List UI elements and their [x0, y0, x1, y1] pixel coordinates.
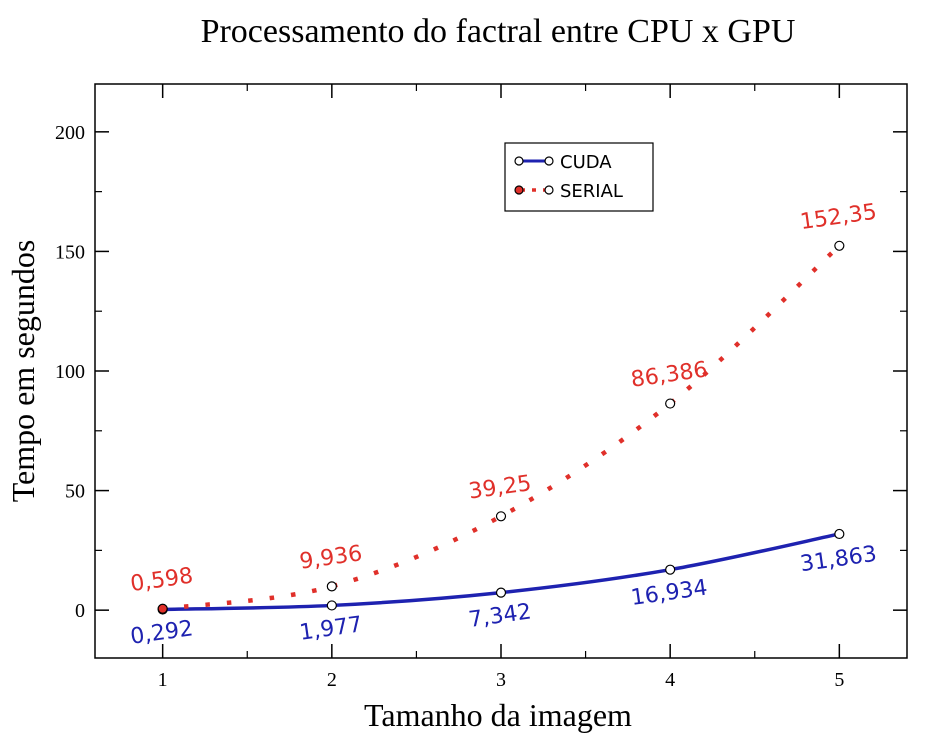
data-label-serial: 152,35 [799, 200, 879, 235]
legend-box [504, 142, 654, 212]
data-point-serial [326, 581, 337, 592]
data-point-cuda [326, 600, 337, 611]
data-label-cuda: 16,934 [629, 575, 709, 610]
series-line-serial [162, 244, 841, 611]
x-axis-label: Tamanho da imagem [364, 697, 632, 733]
x-axis-ticks: 1 2 3 4 5 [158, 84, 844, 691]
y-tick-label: 0 [75, 600, 85, 622]
data-point-serial [495, 511, 507, 522]
legend-label-serial: SERIAL [560, 181, 623, 202]
legend: CUDA SERIAL [504, 142, 654, 212]
data-label-serial: 9,936 [298, 541, 364, 575]
legend-marker-serial [514, 185, 524, 195]
data-point-cuda [834, 528, 845, 540]
y-tick-label: 100 [55, 361, 85, 383]
data-label-cuda: 7,342 [467, 599, 533, 633]
x-tick-label: 1 [158, 669, 168, 691]
data-label-serial: 86,386 [629, 357, 709, 392]
data-labels-layer: 0,292 1,977 7,342 16,934 31,863 0,598 9,936 39,… [129, 200, 878, 650]
y-tick-label: 150 [55, 241, 85, 263]
y-tick-label: 200 [55, 122, 85, 144]
data-label-cuda: 0,292 [129, 616, 195, 650]
x-tick-label: 3 [496, 669, 506, 691]
data-label-serial: 39,25 [467, 471, 533, 505]
chart-title: Processamento do factral entre CPU x GPU [201, 13, 796, 50]
y-tick-label: 50 [65, 481, 85, 503]
data-point-cuda [665, 564, 676, 575]
data-label-cuda: 31,863 [799, 542, 879, 577]
data-point-cuda [495, 587, 507, 598]
series-layer [157, 240, 845, 615]
data-label-serial: 0,598 [129, 564, 195, 598]
y-axis-ticks: 0 50 100 150 200 [55, 122, 907, 622]
x-tick-label: 5 [834, 669, 844, 691]
legend-marker-serial [544, 185, 554, 195]
legend-marker-cuda [544, 156, 554, 166]
legend-label-cuda: CUDA [560, 152, 612, 173]
plot-frame [94, 83, 908, 659]
data-point-serial [157, 603, 168, 614]
y-axis-label: Tempo em segundos [5, 240, 41, 503]
legend-marker-cuda [514, 156, 524, 166]
data-label-cuda: 1,977 [298, 612, 364, 646]
x-tick-label: 4 [665, 669, 675, 691]
series-line-cuda [162, 532, 840, 612]
x-tick-label: 2 [327, 669, 337, 691]
data-point-serial [665, 398, 676, 409]
data-point-serial [834, 240, 845, 251]
